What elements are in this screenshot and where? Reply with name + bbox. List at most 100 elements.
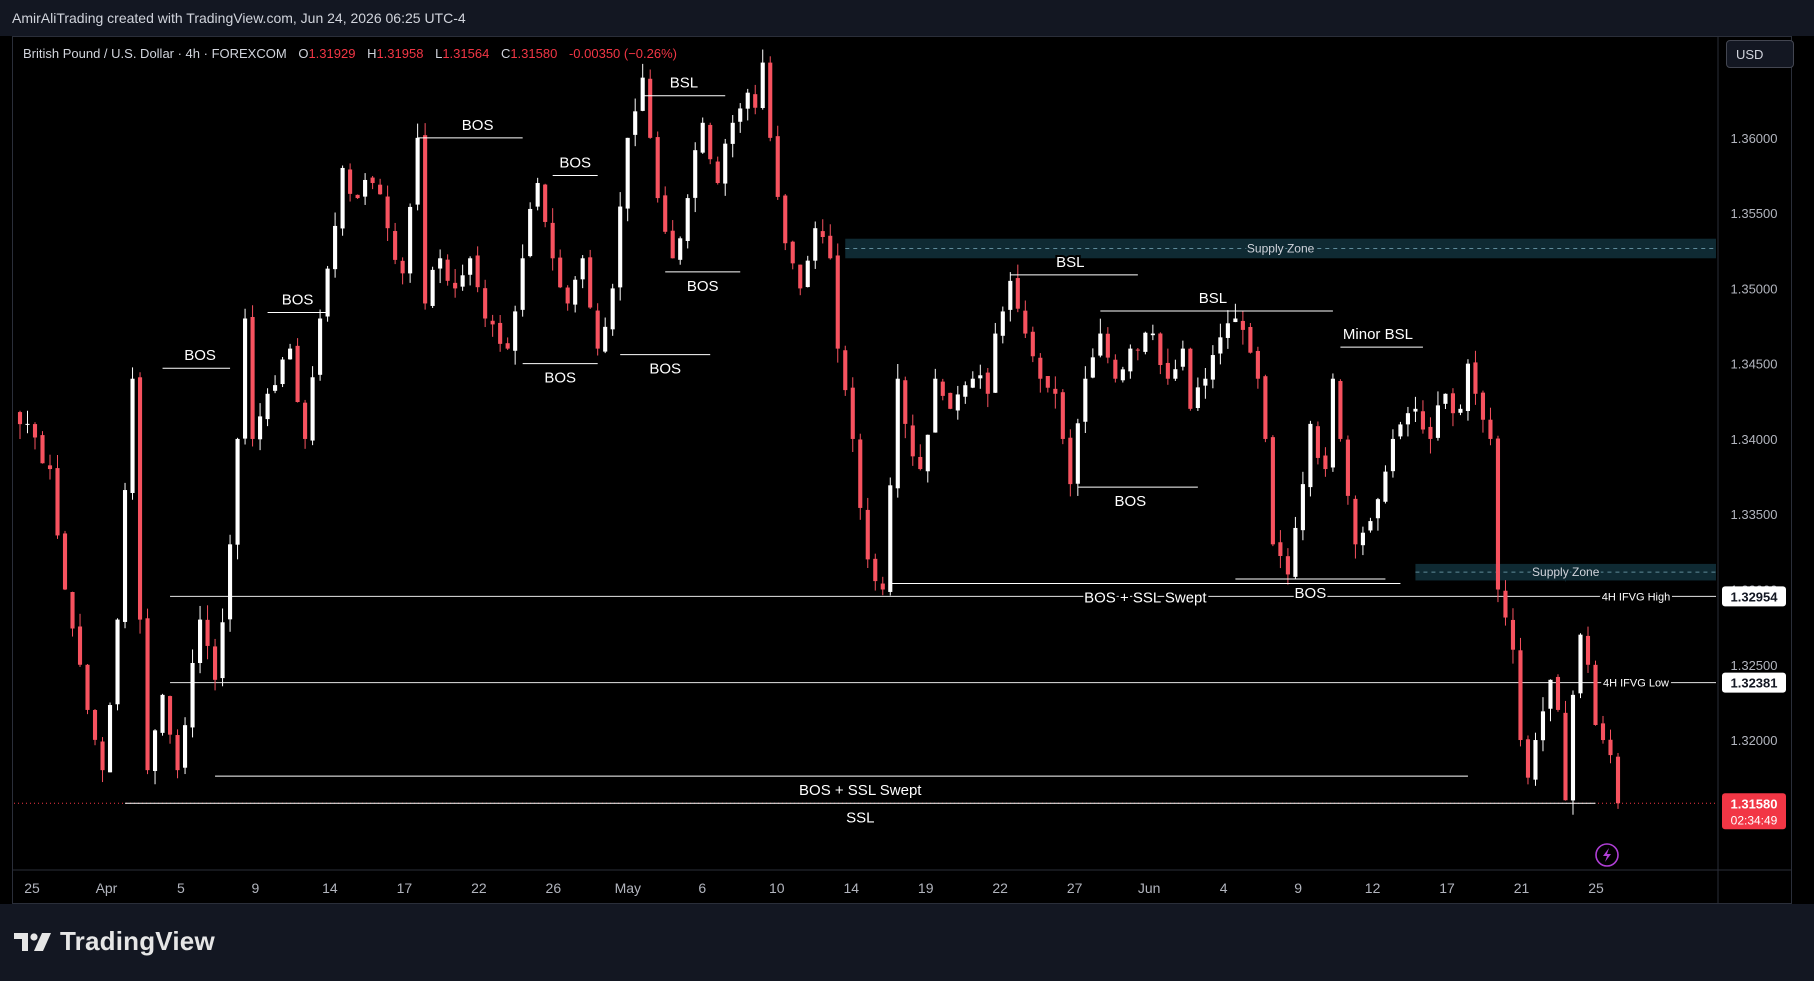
ifvg-price-text: 1.32954 — [1731, 589, 1779, 604]
x-tick-label: 25 — [24, 880, 40, 896]
x-tick-label: 26 — [546, 880, 562, 896]
candle — [1068, 429, 1073, 497]
candle — [798, 264, 803, 296]
candle — [340, 165, 345, 236]
candle — [1233, 303, 1238, 323]
candle — [318, 309, 323, 381]
y-tick-label: 1.34500 — [1731, 357, 1778, 372]
currency-button[interactable]: USD — [1726, 40, 1794, 68]
annotation-label: BOS — [184, 347, 216, 364]
candle — [182, 717, 188, 775]
annotation: BOS + SSL Swept — [890, 582, 1401, 608]
candle — [1533, 732, 1538, 786]
candle — [730, 115, 735, 158]
candle — [1353, 495, 1358, 559]
candle — [558, 249, 563, 289]
annotation: BOS — [620, 354, 711, 380]
alert-icon[interactable] — [1595, 843, 1619, 867]
candle — [273, 375, 278, 394]
x-tick-label: 21 — [1514, 880, 1530, 896]
candle — [1578, 633, 1583, 699]
candle — [1503, 580, 1508, 626]
x-tick-label: 14 — [843, 880, 859, 896]
candle — [1420, 400, 1425, 434]
candle — [1225, 310, 1230, 349]
candle — [1495, 435, 1501, 603]
candle — [92, 709, 98, 746]
annotation: BOS — [162, 345, 231, 369]
annotation: BOS — [267, 289, 328, 313]
high-value: 1.31958 — [376, 46, 424, 61]
candle — [152, 729, 158, 785]
candle — [1360, 526, 1365, 556]
candle — [1210, 345, 1215, 389]
zones-layer: Supply Zone Supply Zone — [845, 238, 1716, 581]
candle — [235, 437, 240, 560]
candle — [573, 276, 578, 313]
annotation-label: BSL — [1056, 254, 1084, 271]
candle — [107, 702, 113, 773]
candle — [1158, 332, 1163, 375]
chart-pane[interactable] — [12, 36, 1792, 904]
candle — [310, 366, 315, 446]
ifvg-price-text: 1.32381 — [1731, 676, 1778, 691]
candle — [513, 305, 518, 365]
candle — [1593, 660, 1598, 726]
candle — [17, 410, 23, 440]
candle — [1608, 729, 1613, 764]
annotation-label: BOS — [687, 278, 719, 295]
candle — [40, 431, 45, 464]
annotation: BOS — [552, 152, 598, 176]
candle — [1458, 404, 1463, 416]
header-bar — [0, 0, 1814, 36]
candle — [1330, 373, 1335, 472]
candle — [640, 63, 645, 112]
x-tick-label: 9 — [1294, 880, 1302, 896]
supply-zone: Supply Zone — [845, 238, 1716, 259]
annotation: BSL — [642, 73, 726, 97]
candle — [1615, 752, 1621, 809]
candle — [1255, 346, 1260, 389]
candle — [370, 175, 375, 190]
candle — [603, 317, 608, 354]
candle — [783, 193, 788, 251]
candle — [1180, 340, 1185, 371]
candle — [1315, 421, 1320, 465]
candle — [1128, 344, 1133, 379]
candle — [1450, 388, 1456, 427]
candle — [1510, 608, 1516, 664]
candle — [663, 186, 668, 234]
tradingview-logo-text: TradingView — [60, 926, 215, 956]
candle — [1060, 389, 1065, 445]
annotation-label: BSL — [1199, 290, 1227, 307]
tradingview-logo[interactable]: TradingView — [14, 926, 215, 957]
candle — [250, 305, 255, 447]
candle — [303, 399, 308, 449]
candle — [1435, 391, 1440, 441]
candle — [670, 220, 675, 259]
candle — [715, 156, 720, 185]
annotation-label: BOS — [1115, 493, 1147, 510]
candle — [610, 283, 615, 336]
candle — [258, 403, 263, 451]
annotation: BOS — [417, 115, 523, 139]
candle — [137, 372, 143, 634]
candle — [850, 377, 855, 453]
y-tick-label: 1.33500 — [1731, 507, 1778, 522]
candle — [1188, 347, 1193, 411]
candle — [475, 246, 480, 293]
annotation: BSL — [1010, 252, 1138, 276]
time-axis: 25 Apr 5 9 14 17 22 26 May 6 10 14 19 22 27 Jun 4 9 12 17 21… — [24, 880, 1604, 896]
candle — [1383, 465, 1388, 504]
candle — [1248, 323, 1253, 354]
candle — [880, 576, 885, 596]
candle — [167, 695, 173, 744]
candle — [498, 315, 503, 352]
candle — [550, 208, 555, 271]
low-value: 1.31564 — [442, 46, 490, 61]
ifvg-price-tag — [1722, 586, 1786, 607]
candle — [700, 117, 705, 154]
candle — [940, 378, 945, 401]
candle — [648, 69, 653, 139]
